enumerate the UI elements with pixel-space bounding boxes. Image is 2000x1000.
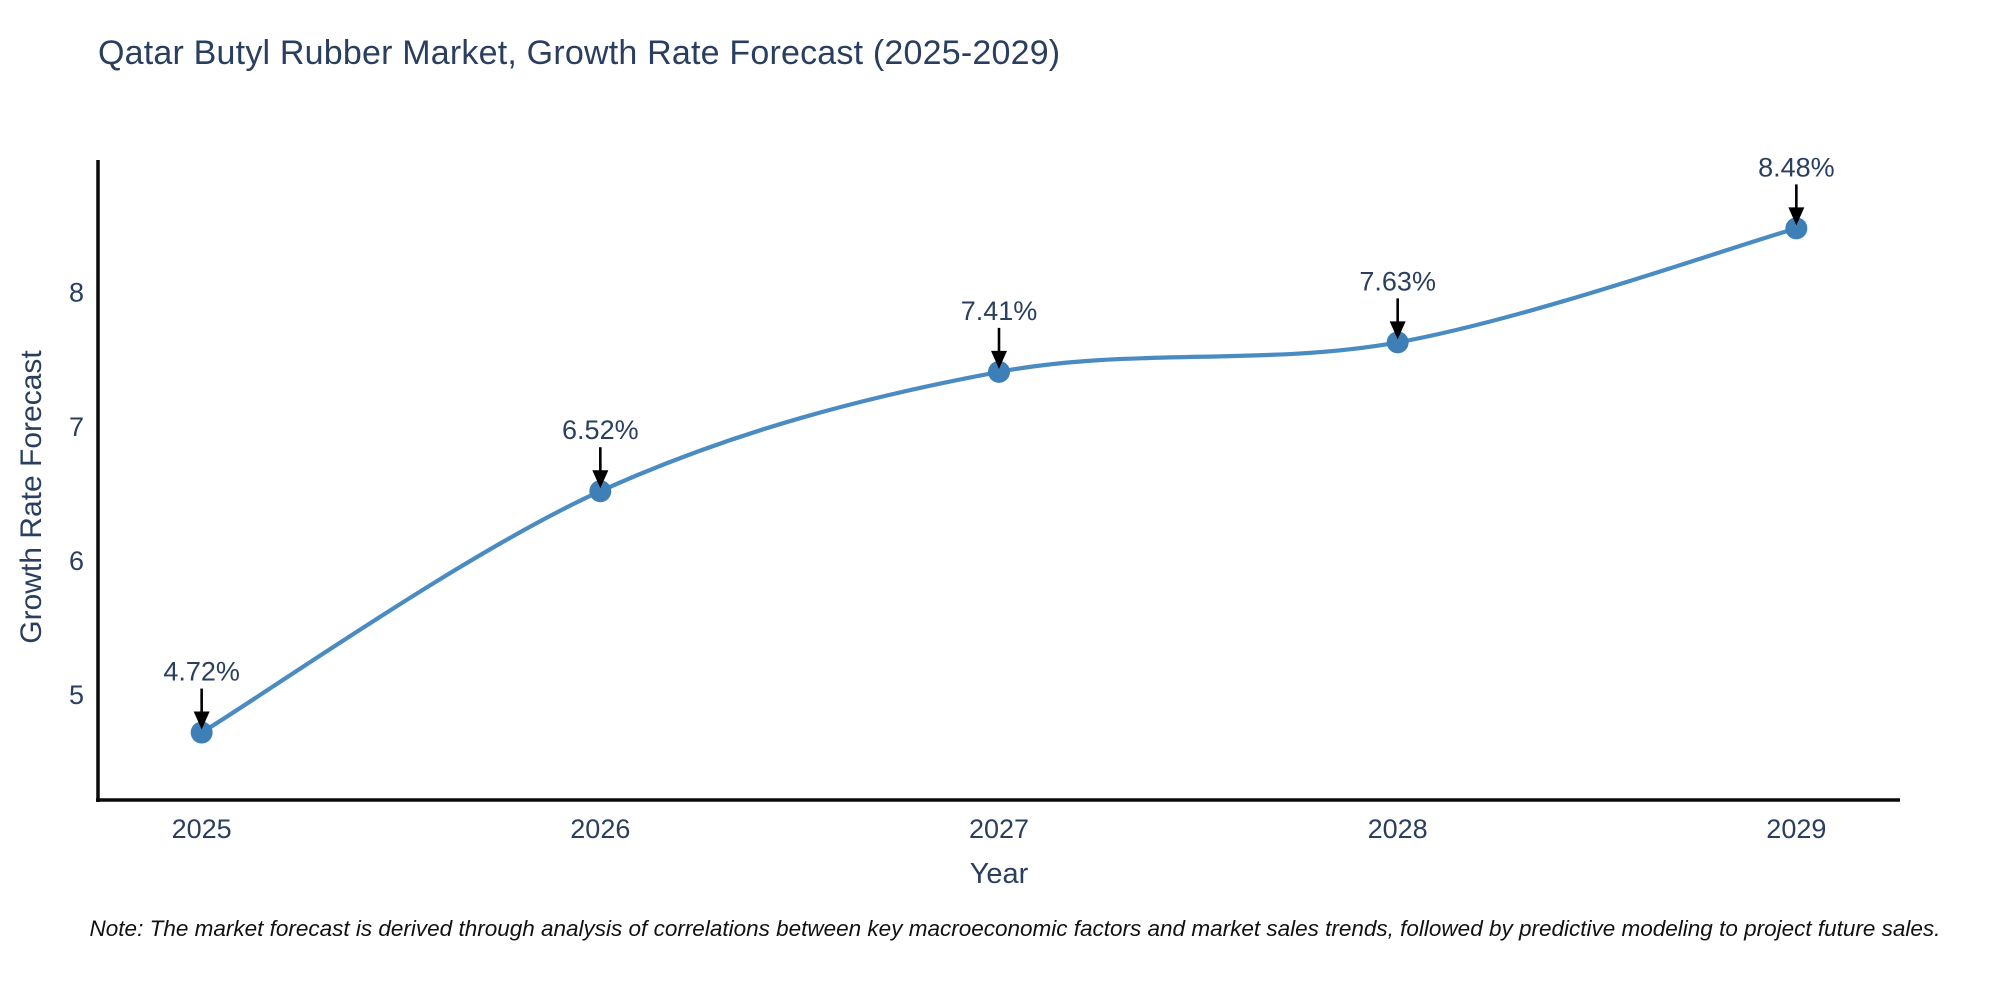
data-point-marker [988,360,1010,383]
annotation-arrowhead [193,711,210,730]
x-tick-label: 2028 [1368,814,1428,844]
data-point-marker [1785,217,1808,240]
chart-title: Qatar Butyl Rubber Market, Growth Rate F… [98,34,1061,72]
footnote-text: Note: The market forecast is derived thr… [89,916,1941,941]
annotation-label: 8.48% [1758,152,1835,182]
x-tick-label: 2027 [969,814,1029,844]
y-tick-label: 6 [69,546,84,576]
annotation-label: 7.63% [1359,266,1436,296]
annotation-arrowhead [991,350,1007,369]
annotation-arrowhead [592,470,609,489]
data-point-marker [190,721,213,744]
y-axis-title: Growth Rate Forecast [15,350,48,644]
y-tick-label: 8 [69,278,84,308]
y-tick-label: 7 [69,412,84,442]
x-tick-label: 2029 [1766,814,1826,844]
x-tick-label: 2025 [172,814,232,844]
data-point-marker [1386,331,1409,354]
x-axis-title: Year [969,858,1029,890]
annotation-label: 7.41% [961,296,1038,326]
annotation-arrowhead [1788,207,1805,226]
data-point-marker [589,480,612,503]
annotation-arrowhead [1389,321,1406,340]
y-tick-label: 5 [69,680,84,710]
annotation-label: 4.72% [163,657,240,687]
x-tick-label: 2026 [570,814,630,844]
annotation-label: 6.52% [562,415,639,445]
